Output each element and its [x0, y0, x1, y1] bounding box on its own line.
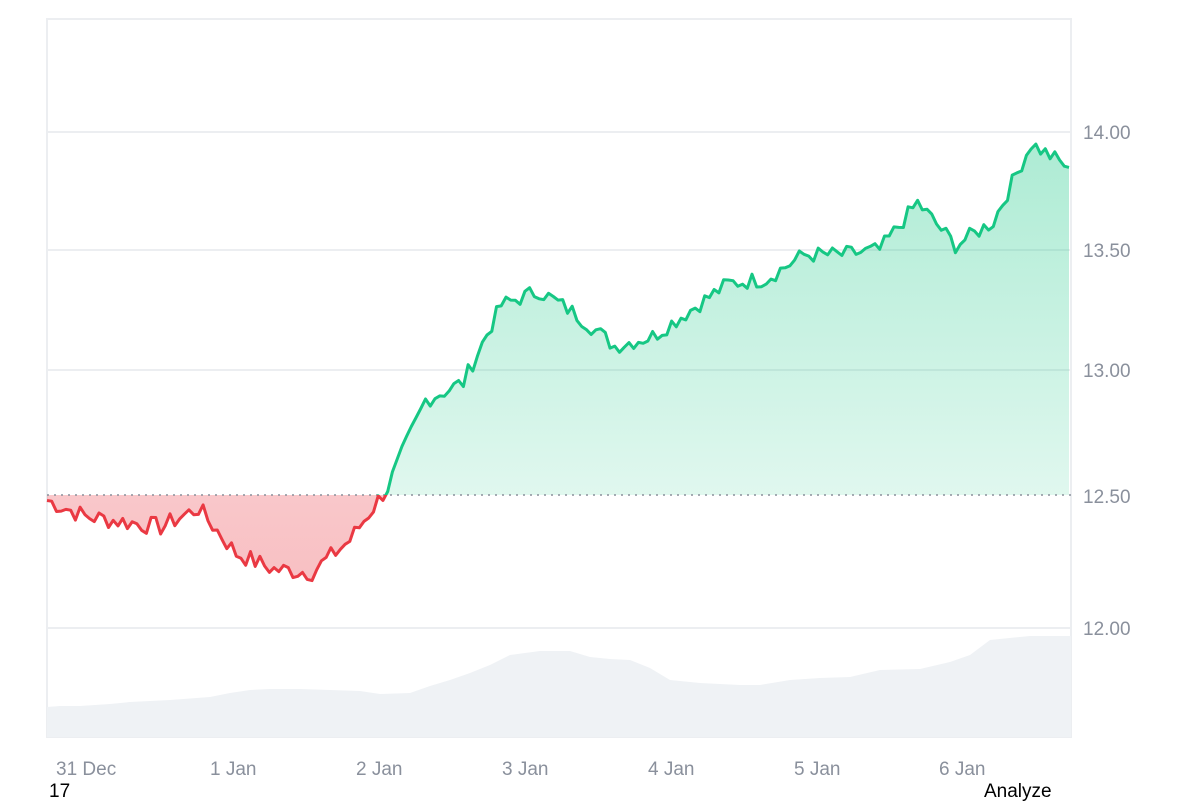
price-area-down	[47, 495, 1069, 581]
x-tick-label: 6 Jan	[939, 759, 985, 780]
volume-area	[47, 636, 1071, 737]
y-tick-label: 12.50	[1083, 487, 1131, 508]
footer-left-text: 17	[49, 781, 71, 802]
y-axis: 14.00 13.50 13.00 12.50 12.00	[1083, 123, 1131, 640]
analyze-link[interactable]: Analyze	[984, 781, 1052, 802]
price-line-up	[376, 142, 1070, 495]
x-tick-label: 5 Jan	[794, 759, 840, 780]
x-tick-label: 1 Jan	[210, 759, 256, 780]
x-tick-label: 4 Jan	[648, 759, 694, 780]
price-area-up	[47, 144, 1069, 495]
price-line-down	[46, 495, 388, 583]
x-axis: 31 Dec 1 Jan 2 Jan 3 Jan 4 Jan 5 Jan 6 J…	[56, 759, 985, 780]
x-tick-label: 31 Dec	[56, 759, 116, 780]
x-tick-label: 2 Jan	[356, 759, 402, 780]
y-tick-label: 13.00	[1083, 361, 1131, 382]
y-tick-label: 12.00	[1083, 619, 1131, 640]
x-tick-label: 3 Jan	[502, 759, 548, 780]
y-tick-label: 13.50	[1083, 241, 1131, 262]
y-tick-label: 14.00	[1083, 123, 1131, 144]
